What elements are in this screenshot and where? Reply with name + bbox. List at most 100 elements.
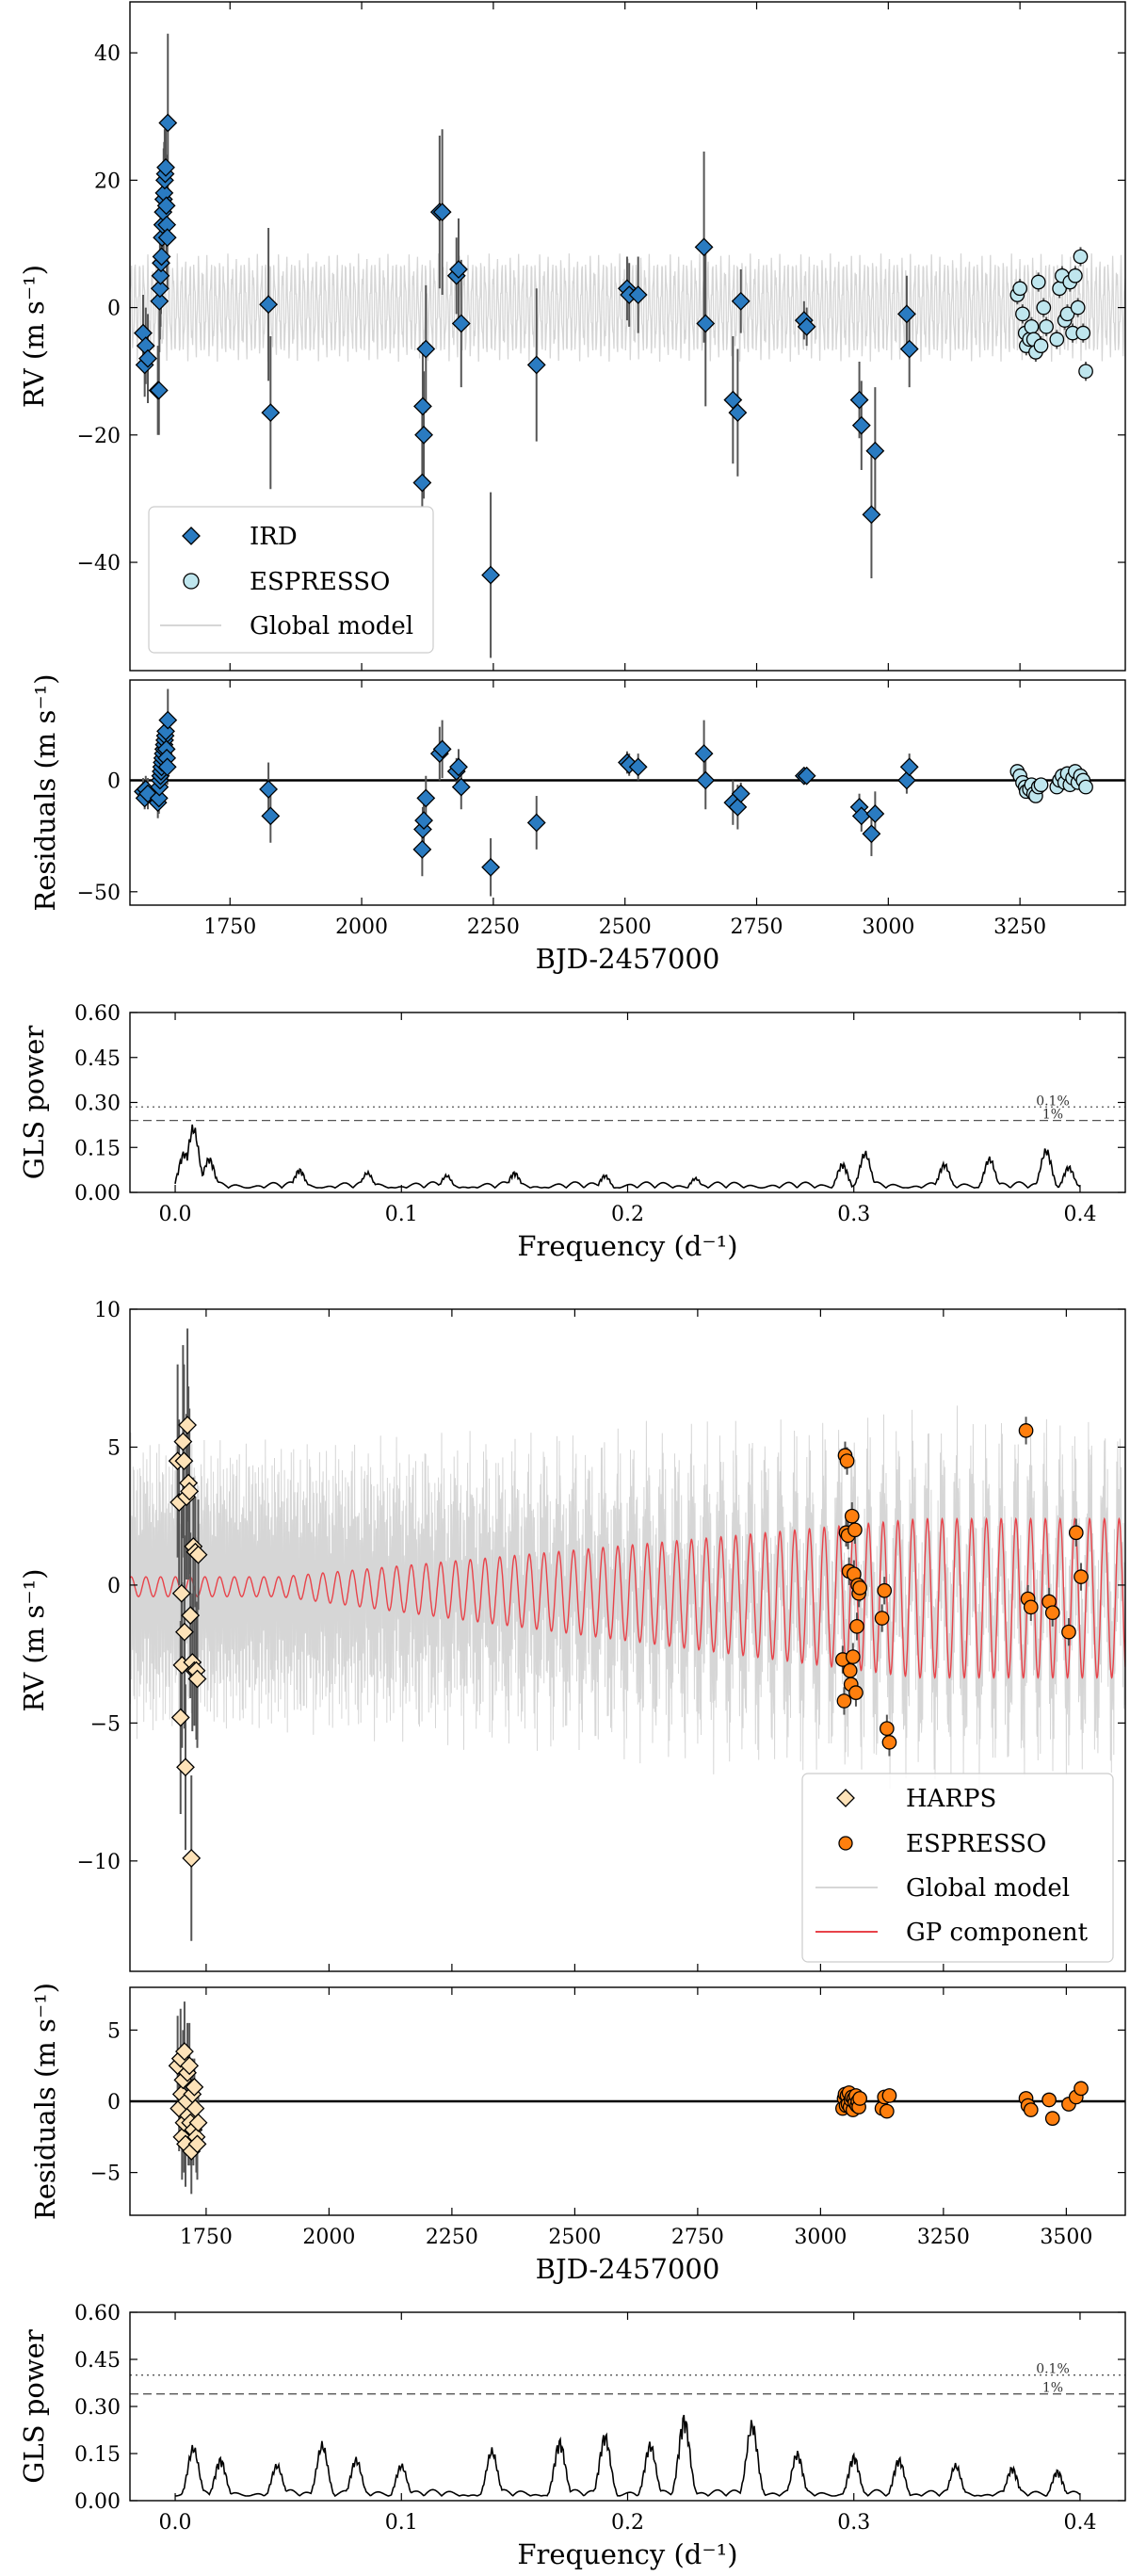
data-point — [1044, 1605, 1060, 1621]
x-tick-label: 3250 — [917, 2226, 970, 2249]
data-point — [1041, 2092, 1057, 2108]
data-point — [157, 757, 177, 777]
data-point — [694, 237, 714, 257]
data-point — [481, 565, 501, 585]
data-point — [174, 1451, 194, 1471]
data-point — [881, 2088, 897, 2103]
y-tick-label: −10 — [77, 1851, 121, 1874]
data-point — [874, 1611, 890, 1626]
x-tick-label: 2500 — [548, 2226, 601, 2249]
data-point — [851, 415, 871, 435]
legend-label: Global model — [250, 612, 413, 640]
legend-label: Global model — [906, 1874, 1070, 1903]
data-point — [862, 505, 881, 525]
data-point — [879, 1721, 895, 1737]
x-tick-label: 2000 — [335, 915, 388, 939]
y-tick-label: −40 — [77, 552, 121, 575]
series-espresso — [835, 1417, 1089, 1757]
x-tick-label: 2000 — [302, 2226, 355, 2249]
x-axis-label: Frequency (d⁻¹) — [517, 1230, 737, 1262]
data-point — [187, 2134, 207, 2154]
x-axis-label: BJD-2457000 — [536, 2253, 720, 2285]
data-point — [185, 2077, 204, 2097]
y-tick-label: 0.15 — [74, 1137, 121, 1160]
data-point — [188, 2113, 208, 2132]
data-point — [628, 285, 648, 304]
data-point — [449, 260, 468, 279]
data-point — [1070, 300, 1086, 316]
data-point — [138, 348, 157, 368]
y-tick-label: 0 — [107, 770, 121, 793]
legend-marker-ird — [182, 527, 201, 545]
y-tick-label: 20 — [94, 170, 121, 193]
x-tick-label: 0.4 — [1063, 1203, 1096, 1226]
data-point — [188, 1545, 208, 1564]
data-point — [839, 1453, 855, 1468]
data-point — [173, 1432, 193, 1451]
data-point — [797, 766, 816, 786]
data-point — [259, 295, 279, 315]
data-point — [151, 266, 170, 285]
data-point — [432, 739, 452, 759]
legend: HARPS ESPRESSO Global model GP component — [801, 1773, 1114, 1963]
data-point — [1039, 319, 1054, 334]
data-point — [414, 425, 433, 445]
legend-label: ESPRESSO — [906, 1830, 1046, 1858]
data-point — [1061, 1624, 1076, 1640]
data-point — [1074, 2081, 1089, 2097]
data-point — [896, 770, 916, 790]
data-point — [731, 784, 751, 803]
y-axis-label: Residuals (m s⁻¹) — [29, 673, 61, 911]
y-tick-label: −5 — [90, 2163, 121, 2186]
data-point — [731, 291, 751, 311]
data-point — [175, 2042, 194, 2061]
data-point — [182, 1848, 202, 1868]
x-tick-label: 0.1 — [385, 1203, 418, 1226]
data-point — [1033, 338, 1049, 353]
global-model-line — [130, 1405, 1125, 1790]
data-point — [728, 797, 748, 817]
series-espresso — [1009, 247, 1093, 381]
panel-bottom-rv: −10 −5 0 5 10 RV (m s⁻¹) HARPS ESPRESSO Global m… — [18, 1299, 1125, 1971]
data-point — [896, 304, 916, 324]
y-tick-label: 0 — [107, 298, 121, 321]
x-tick-label: 1750 — [203, 915, 256, 939]
data-point — [865, 441, 885, 461]
series-espresso — [1009, 764, 1093, 803]
data-point — [451, 314, 471, 333]
legend-marker-harps — [836, 1789, 855, 1807]
fap-label: 1% — [1042, 2381, 1063, 2396]
data-point — [696, 314, 716, 333]
data-point — [899, 339, 919, 359]
data-point — [150, 291, 170, 311]
data-point — [1030, 274, 1046, 290]
legend-label: GP component — [906, 1919, 1089, 1947]
data-point — [842, 1662, 858, 1678]
x-tick-label: 0.0 — [159, 1203, 192, 1226]
data-point — [412, 839, 432, 859]
x-tick-label: 2750 — [671, 2226, 724, 2249]
x-tick-label: 2250 — [467, 915, 520, 939]
y-axis-label: GLS power — [18, 2329, 50, 2484]
data-point — [413, 397, 432, 416]
data-point — [526, 813, 546, 833]
data-point — [150, 279, 170, 299]
data-point — [862, 824, 881, 844]
data-point — [696, 770, 716, 790]
series-harps — [168, 1328, 208, 1941]
fap-label: 1% — [1042, 1108, 1063, 1123]
y-tick-label: 0.60 — [74, 2302, 121, 2325]
data-point — [848, 1685, 864, 1701]
panel-gls-2: 0.1%1% 0.00 0.15 0.30 0.45 0.60 0.0 0.1 0.2 0.3 0.… — [18, 1002, 1125, 1262]
data-point — [261, 806, 281, 826]
series-ird — [134, 33, 919, 658]
x-tick-label: 3500 — [1040, 2226, 1092, 2249]
data-point — [178, 1416, 197, 1434]
legend-marker-espresso — [183, 573, 200, 590]
y-tick-label: −50 — [77, 882, 121, 905]
y-tick-label: 0.15 — [74, 2443, 121, 2467]
data-point — [449, 757, 468, 777]
data-point — [1023, 1599, 1039, 1615]
models — [130, 1405, 1125, 1790]
